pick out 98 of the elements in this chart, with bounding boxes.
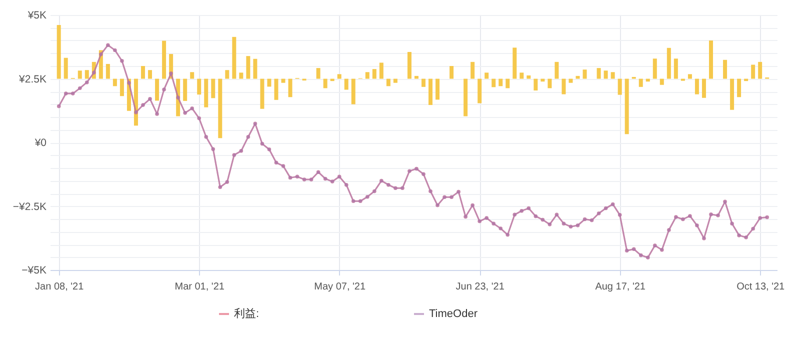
x-tick-label: Oct 13, '21 (736, 282, 786, 292)
bar (141, 66, 146, 79)
bar (498, 78, 503, 86)
bar (155, 78, 160, 101)
bar (751, 64, 756, 79)
bar (197, 78, 202, 95)
bar (183, 78, 188, 101)
bar (365, 72, 370, 79)
x-tick-label: Mar 01, '21 (174, 282, 225, 292)
bar (204, 78, 208, 108)
x-tick-label: Jun 23, '21 (456, 282, 505, 292)
x-tick-label: Aug 17, '21 (595, 282, 646, 292)
bar (56, 24, 61, 79)
bar (484, 72, 489, 79)
bar (162, 40, 166, 79)
bar (618, 78, 622, 95)
bar (379, 62, 384, 79)
bar (64, 58, 68, 79)
bar (666, 48, 671, 79)
bar (148, 70, 152, 79)
y-tick-label: −¥5K (22, 264, 46, 276)
bar (708, 40, 713, 79)
bar (723, 60, 728, 79)
bar (470, 62, 475, 79)
bar (372, 69, 376, 79)
bar (568, 78, 573, 83)
bar (316, 68, 320, 79)
bar (512, 48, 517, 79)
bar (436, 78, 440, 100)
bar (407, 52, 412, 79)
bar (421, 78, 426, 87)
bar (492, 78, 496, 88)
bar (520, 72, 524, 79)
legend-label: 利益: (234, 307, 260, 320)
bar (506, 78, 510, 88)
bar (190, 72, 194, 79)
bar (688, 74, 692, 79)
bar (176, 78, 180, 116)
bar (478, 78, 482, 104)
bar (386, 78, 390, 86)
bar (576, 76, 580, 79)
y-tick-label: ¥0 (34, 137, 47, 149)
bar (239, 72, 244, 79)
bar (169, 54, 174, 79)
bar (267, 78, 272, 87)
bar (534, 78, 538, 90)
bar (737, 78, 742, 98)
bar (562, 78, 566, 94)
bar (337, 74, 342, 79)
bar (281, 78, 286, 83)
bar (450, 66, 454, 79)
bar (106, 64, 110, 79)
bar (323, 78, 328, 88)
bar (638, 78, 643, 87)
y-tick-label: ¥2.5K (18, 73, 46, 86)
y-tick-label: ¥5K (26, 10, 46, 22)
bar (351, 78, 356, 104)
bar (246, 56, 250, 79)
bar (253, 58, 258, 79)
bar (652, 58, 657, 79)
bar (98, 50, 103, 79)
bar (126, 78, 131, 111)
bar (526, 75, 531, 79)
bar (428, 78, 433, 106)
bar (393, 78, 398, 83)
bar (624, 78, 629, 134)
bar (694, 78, 699, 94)
bar (758, 62, 762, 79)
bar (596, 68, 601, 79)
bar (610, 72, 615, 79)
bar (730, 78, 734, 110)
bar (288, 78, 292, 98)
bar (344, 78, 348, 90)
bar (548, 78, 552, 88)
bar (112, 78, 117, 86)
bar (414, 76, 418, 79)
bar (120, 78, 124, 96)
bar (660, 78, 664, 85)
legend-label: TimeOder (429, 308, 478, 320)
bar (218, 78, 222, 138)
bar (274, 78, 278, 100)
bar (260, 78, 264, 109)
bar (674, 58, 678, 79)
bar (84, 70, 89, 79)
bar (134, 78, 138, 126)
bar (232, 36, 236, 79)
x-tick-label: May 07, '21 (314, 282, 366, 292)
bar (702, 78, 706, 98)
x-tick-label: Jan 08, '21 (35, 282, 84, 292)
bar (78, 70, 82, 79)
bar (554, 62, 559, 79)
bar (582, 70, 587, 79)
bar (92, 62, 96, 79)
y-tick-label: −¥2.5K (12, 200, 46, 213)
bar (604, 70, 608, 79)
bar (211, 78, 216, 98)
bar (225, 70, 230, 79)
bar (464, 78, 468, 116)
